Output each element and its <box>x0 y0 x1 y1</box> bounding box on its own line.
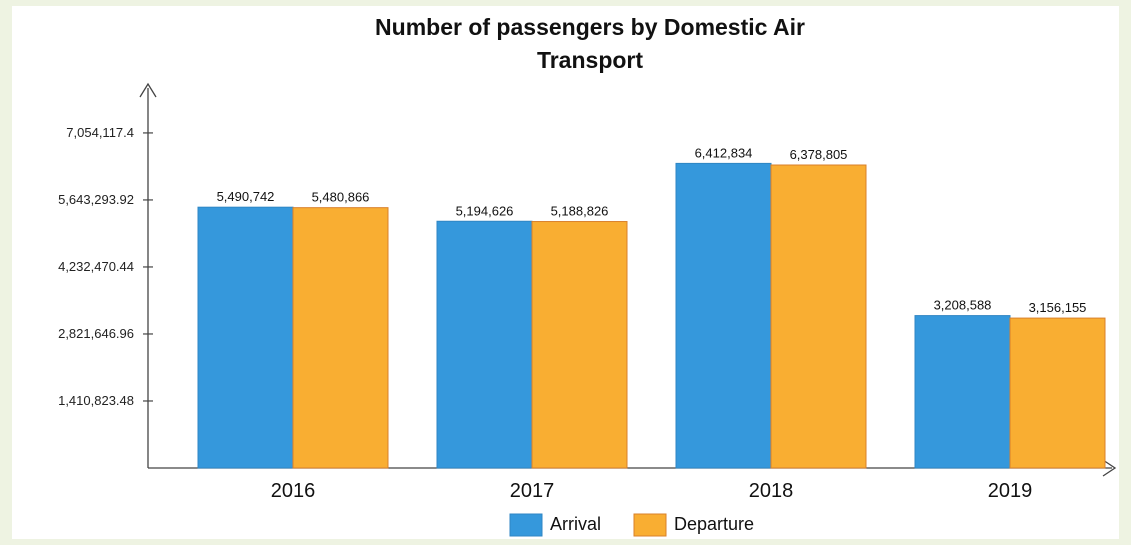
x-tick-labels: 2016 2017 2018 2019 <box>271 480 1033 502</box>
data-label-arrival-2016: 5,490,742 <box>217 189 275 204</box>
bar-arrival-2017 <box>436 220 533 469</box>
data-label-arrival-2017: 5,194,626 <box>456 203 514 218</box>
data-label-departure-2016: 5,480,866 <box>312 190 370 205</box>
x-tick-label-2017: 2017 <box>510 480 555 502</box>
data-label-departure-2018: 6,378,805 <box>790 147 848 162</box>
chart-title-line-1: Number of passengers by Domestic Air <box>375 14 805 40</box>
data-label-departure-2017: 5,188,826 <box>551 204 609 219</box>
chart-title-line-2: Transport <box>537 47 643 73</box>
bar-departure-2019 <box>1009 317 1106 469</box>
bar-departure-2016 <box>292 207 389 469</box>
y-axis-arrow <box>139 82 157 98</box>
y-ticks: 1,410,823.48 2,821,646.96 4,232,470.44 5,64… <box>58 125 153 408</box>
data-labels: 5,490,742 5,480,866 5,194,626 5,188,826 6,41… <box>217 145 1087 315</box>
bar-arrival-2016 <box>197 206 294 469</box>
legend: Arrival Departure <box>509 513 754 537</box>
bar-arrival-2019 <box>914 315 1011 469</box>
x-tick-label-2018: 2018 <box>749 480 794 502</box>
y-tick-label: 5,643,293.92 <box>58 192 134 207</box>
legend-label-arrival: Arrival <box>550 514 601 534</box>
bar-chart: Number of passengers by Domestic Air Tra… <box>58 14 1117 537</box>
y-tick-label: 7,054,117.4 <box>66 125 134 140</box>
x-axis-arrow <box>1102 459 1117 477</box>
bar-departure-2018 <box>770 164 867 469</box>
y-tick-label: 2,821,646.96 <box>58 326 134 341</box>
legend-swatch-departure <box>633 513 667 537</box>
data-label-arrival-2018: 6,412,834 <box>695 145 753 160</box>
y-tick-label: 1,410,823.48 <box>58 393 134 408</box>
chart-panel: Number of passengers by Domestic Air Tra… <box>12 6 1119 539</box>
x-tick-label-2019: 2019 <box>988 480 1033 502</box>
bar-departure-2017 <box>531 221 628 469</box>
chart-title: Number of passengers by Domestic Air Tra… <box>375 14 805 73</box>
bars <box>197 162 1106 469</box>
y-tick-label: 4,232,470.44 <box>58 259 134 274</box>
legend-swatch-arrival <box>509 513 543 537</box>
data-label-arrival-2019: 3,208,588 <box>934 298 992 313</box>
data-label-departure-2019: 3,156,155 <box>1029 300 1087 315</box>
legend-label-departure: Departure <box>674 514 754 534</box>
x-tick-label-2016: 2016 <box>271 480 316 502</box>
bar-arrival-2018 <box>675 162 772 469</box>
